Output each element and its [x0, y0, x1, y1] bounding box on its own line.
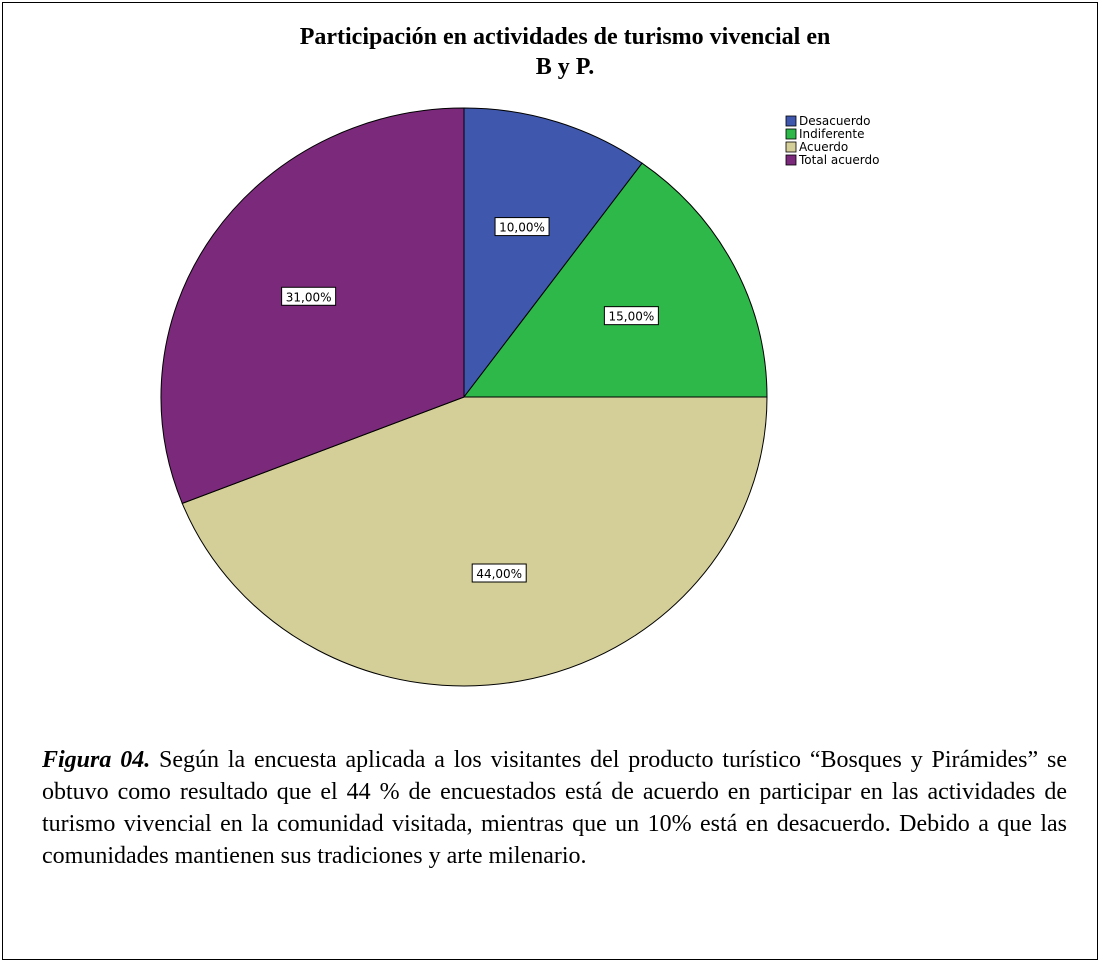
data-label: 44,00%: [476, 567, 522, 581]
legend-label: Indiferente: [799, 127, 864, 141]
data-label: 15,00%: [609, 310, 655, 324]
data-label: 31,00%: [286, 290, 332, 304]
legend-label: Acuerdo: [799, 140, 848, 154]
legend-label: Desacuerdo: [799, 114, 871, 128]
legend-swatch: [785, 128, 797, 140]
chart-title: Participación en actividades de turismo …: [299, 24, 831, 80]
legend-swatch: [785, 141, 797, 153]
label-box: [471, 563, 527, 583]
legend-swatch: [785, 115, 797, 127]
legend-swatch: [785, 154, 797, 166]
caption-text: Según la encuesta aplicada a los visitan…: [42, 747, 1067, 869]
label-box: [603, 306, 659, 326]
data-label: 10,00%: [499, 221, 545, 235]
label-box: [494, 217, 550, 237]
pie-slice: [181, 396, 768, 687]
pie-slice: [462, 162, 768, 398]
caption-label: Figura 04.: [42, 747, 151, 773]
legend-label: Total acuerdo: [798, 153, 879, 167]
label-box: [281, 286, 337, 306]
pie-slice: [463, 107, 643, 399]
caption: Figura 04. Según la encuesta aplicada a …: [42, 744, 1067, 872]
